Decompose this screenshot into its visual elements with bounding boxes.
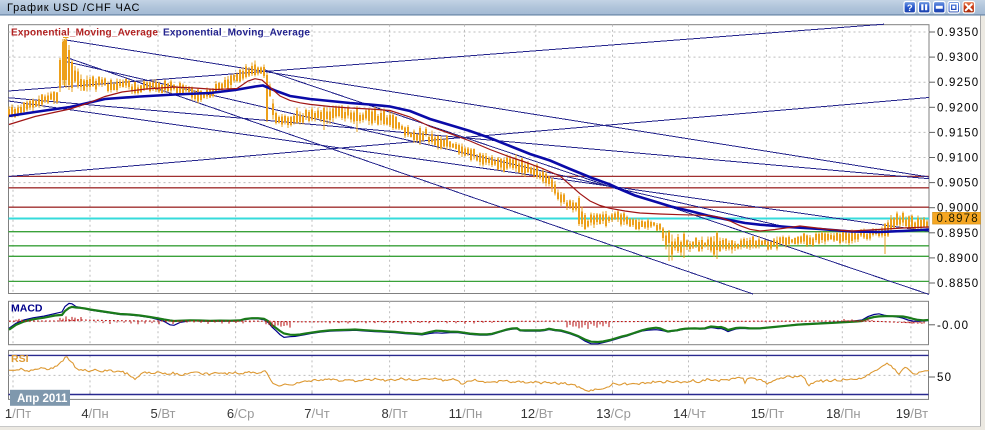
svg-text:0.8850: 0.8850	[937, 278, 979, 290]
svg-text:8/Пт: 8/Пт	[382, 406, 408, 421]
svg-text:12/Вт: 12/Вт	[521, 406, 553, 421]
svg-text:1/Пт: 1/Пт	[5, 406, 31, 421]
svg-text:0.9050: 0.9050	[937, 178, 979, 190]
svg-text:0.9350: 0.9350	[937, 27, 979, 39]
svg-text:13/Ср: 13/Ср	[596, 406, 631, 421]
svg-text:0.9100: 0.9100	[937, 153, 979, 165]
svg-text:4/Пн: 4/Пн	[81, 406, 108, 421]
svg-text:Exponential_Moving_Average: Exponential_Moving_Average	[163, 28, 310, 39]
svg-text:0.8978: 0.8978	[937, 213, 979, 225]
svg-text:15/Пт: 15/Пт	[751, 406, 784, 421]
svg-text:5/Вт: 5/Вт	[150, 406, 175, 421]
svg-text:0.8900: 0.8900	[937, 253, 979, 265]
svg-text:7/Чт: 7/Чт	[304, 406, 330, 421]
svg-text:0.9200: 0.9200	[937, 102, 979, 114]
svg-text:0.9250: 0.9250	[937, 77, 979, 89]
svg-text:50: 50	[937, 372, 952, 384]
svg-text:18/Пн: 18/Пн	[826, 406, 861, 421]
svg-text:-0.00: -0.00	[937, 320, 969, 332]
svg-text:0.8950: 0.8950	[937, 228, 979, 240]
svg-text:Exponential_Moving_Average: Exponential_Moving_Average	[11, 28, 158, 39]
svg-text:6/Ср: 6/Ср	[227, 406, 254, 421]
svg-text:11/Пн: 11/Пн	[449, 406, 483, 421]
svg-text:19/Вт: 19/Вт	[896, 406, 928, 421]
svg-text:14/Чт: 14/Чт	[673, 406, 706, 421]
svg-text:0.9000: 0.9000	[937, 203, 979, 215]
svg-text:График USD /CHF ЧАС: График USD /CHF ЧАС	[7, 2, 140, 14]
svg-text:Апр 2011: Апр 2011	[17, 393, 68, 405]
svg-text:0.9300: 0.9300	[937, 52, 979, 64]
svg-text:?: ?	[907, 3, 913, 14]
svg-text:RSI: RSI	[11, 353, 29, 365]
svg-text:MACD: MACD	[11, 303, 43, 315]
svg-text:0.9150: 0.9150	[937, 127, 979, 139]
